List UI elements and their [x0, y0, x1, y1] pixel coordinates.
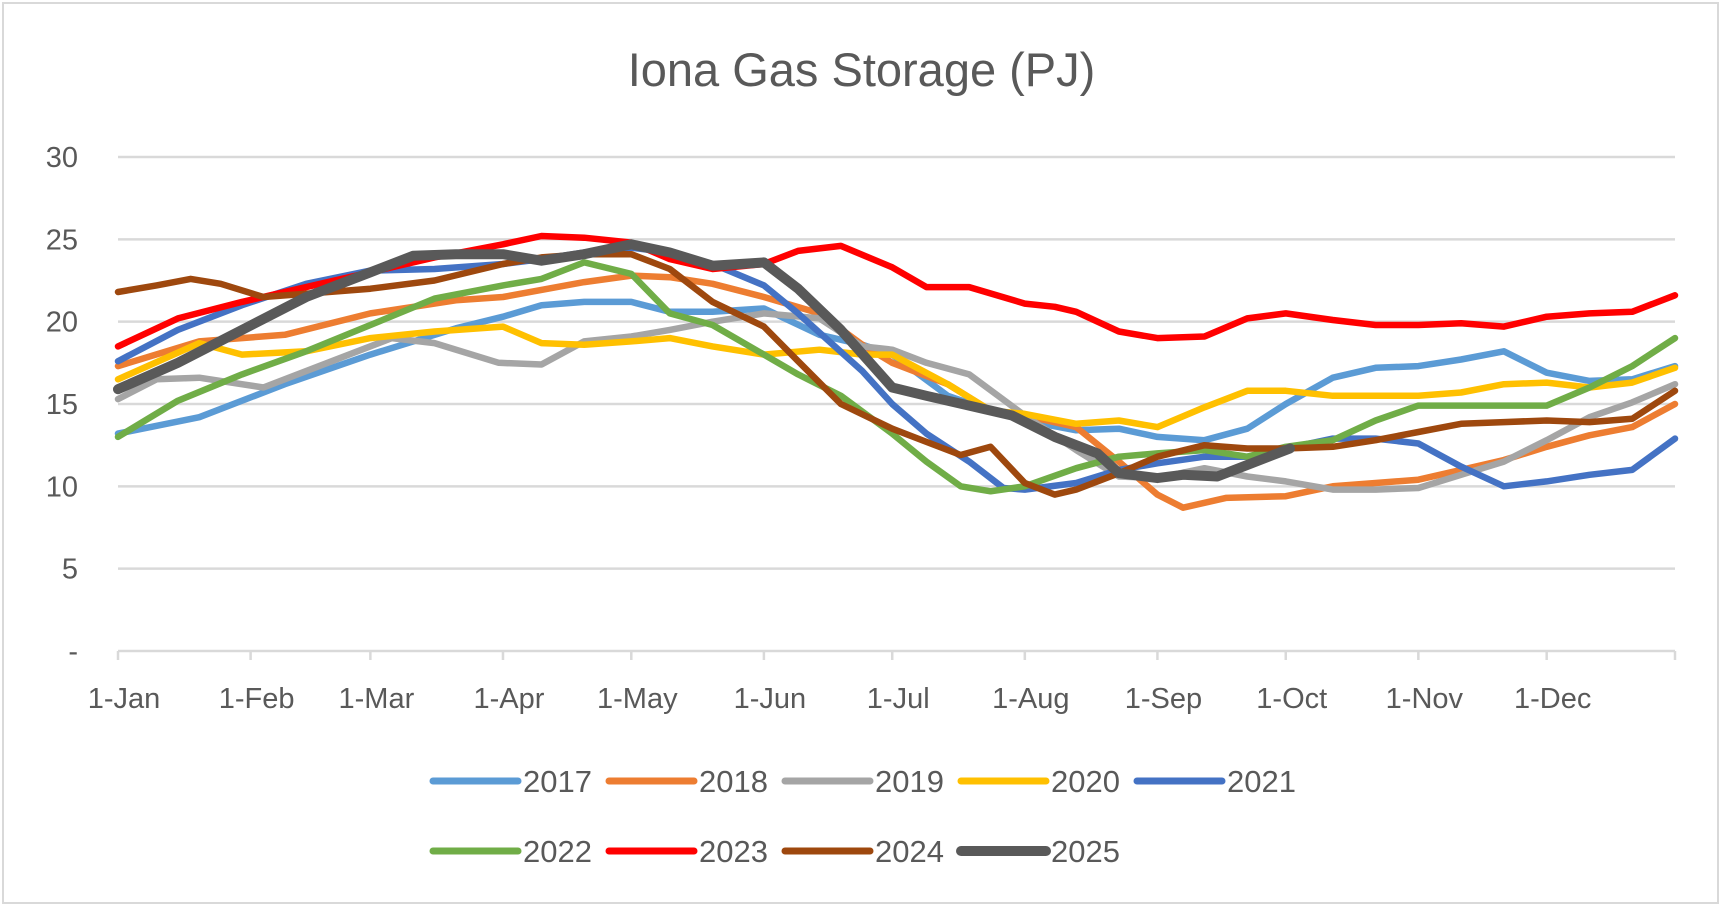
y-tick-label: 5: [62, 554, 78, 586]
legend-label-2021: 2021: [1227, 764, 1296, 799]
legend-label-2022: 2022: [523, 834, 592, 869]
legend-label-2017: 2017: [523, 764, 592, 799]
legend-label-2025: 2025: [1051, 834, 1120, 869]
x-tick-label: 1-Apr: [474, 683, 545, 715]
series-line-2025: [113, 239, 1295, 484]
x-tick-label: 1-Oct: [1256, 683, 1327, 715]
x-tick-label: 1-Sep: [1125, 683, 1202, 715]
x-tick-label: 1-May: [597, 683, 678, 715]
x-tick-label: 1-Jul: [867, 683, 930, 715]
series-line-2022: [114, 259, 1679, 495]
legend-label-2019: 2019: [875, 764, 944, 799]
series-line-2021: [114, 244, 1679, 493]
chart-title: Iona Gas Storage (PJ): [627, 43, 1096, 96]
y-tick-label: 10: [46, 471, 78, 503]
y-axis-tick-labels: - 5 10 15 20 25 30: [46, 142, 78, 668]
x-tick-label: 1-Dec: [1514, 683, 1591, 715]
legend-label-2023: 2023: [699, 834, 768, 869]
series-lines: [113, 232, 1679, 511]
x-tick-label: 1-Jan: [88, 683, 161, 715]
legend-label-2020: 2020: [1051, 764, 1120, 799]
y-tick-label: 15: [46, 389, 78, 421]
legend: 2017 2018 2019 2020 2021 2022 2023 2024 2025: [429, 764, 1296, 869]
x-axis: [116, 649, 1677, 660]
x-axis-tick-labels: 1-Jan 1-Feb 1-Mar 1-Apr 1-May 1-Jun 1-Jul 1-Aug…: [88, 683, 1592, 715]
legend-label-2018: 2018: [699, 764, 768, 799]
x-tick-label: 1-Nov: [1386, 683, 1464, 715]
y-tick-label: 25: [46, 224, 78, 256]
x-tick-label: 1-Jun: [734, 683, 807, 715]
x-tick-label: 1-Mar: [339, 683, 415, 715]
series-line-2020: [114, 323, 1679, 431]
x-tick-label: 1-Aug: [992, 683, 1069, 715]
series-line-2024: [114, 250, 1679, 498]
series-line-2019: [114, 310, 1679, 493]
x-tick-label: 1-Feb: [219, 683, 295, 715]
y-tick-label: 30: [46, 142, 78, 174]
y-tick-label: -: [68, 636, 78, 668]
series-line-2023: [114, 232, 1679, 350]
y-tick-label: 20: [46, 307, 78, 339]
legend-label-2024: 2024: [875, 834, 944, 869]
